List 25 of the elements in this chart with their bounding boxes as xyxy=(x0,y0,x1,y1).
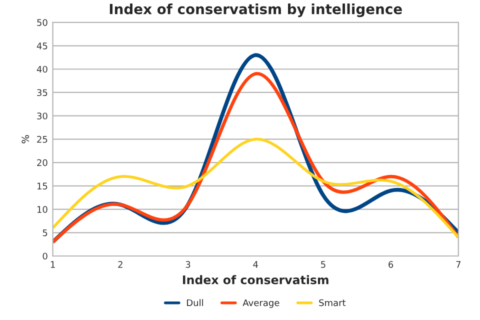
y-axis-title: % xyxy=(22,135,30,144)
x-tick-label: 6 xyxy=(388,261,394,268)
y-tick-label: 50 xyxy=(37,19,48,26)
line-series xyxy=(52,138,458,239)
x-tick-label: 5 xyxy=(321,261,326,268)
x-tick-label: 4 xyxy=(253,261,258,268)
y-tick-label: 45 xyxy=(36,42,48,50)
legend-label: Dull xyxy=(187,299,203,306)
y-tick-label: 35 xyxy=(37,89,48,96)
x-axis-title: Index of conservatism xyxy=(182,275,328,284)
y-tick-label: 15 xyxy=(37,182,48,190)
chart-title: Index of conservatism by intelligence xyxy=(110,4,402,18)
x-tick-label: 3 xyxy=(186,261,190,268)
legend-label: Average xyxy=(242,299,280,308)
x-tick-label: 2 xyxy=(118,261,122,268)
x-tick-label: 1 xyxy=(50,261,55,268)
legend-label: Smart xyxy=(319,299,346,306)
y-tick-label: 5 xyxy=(42,229,48,236)
y-tick-label: 0 xyxy=(42,252,48,260)
y-tick-label: 25 xyxy=(37,136,48,143)
y-tick-label: 10 xyxy=(37,206,48,213)
y-tick-label: 40 xyxy=(36,66,48,73)
y-tick-label: 20 xyxy=(37,159,48,166)
x-tick-label: 7 xyxy=(456,261,460,268)
y-tick-label: 30 xyxy=(37,112,48,120)
